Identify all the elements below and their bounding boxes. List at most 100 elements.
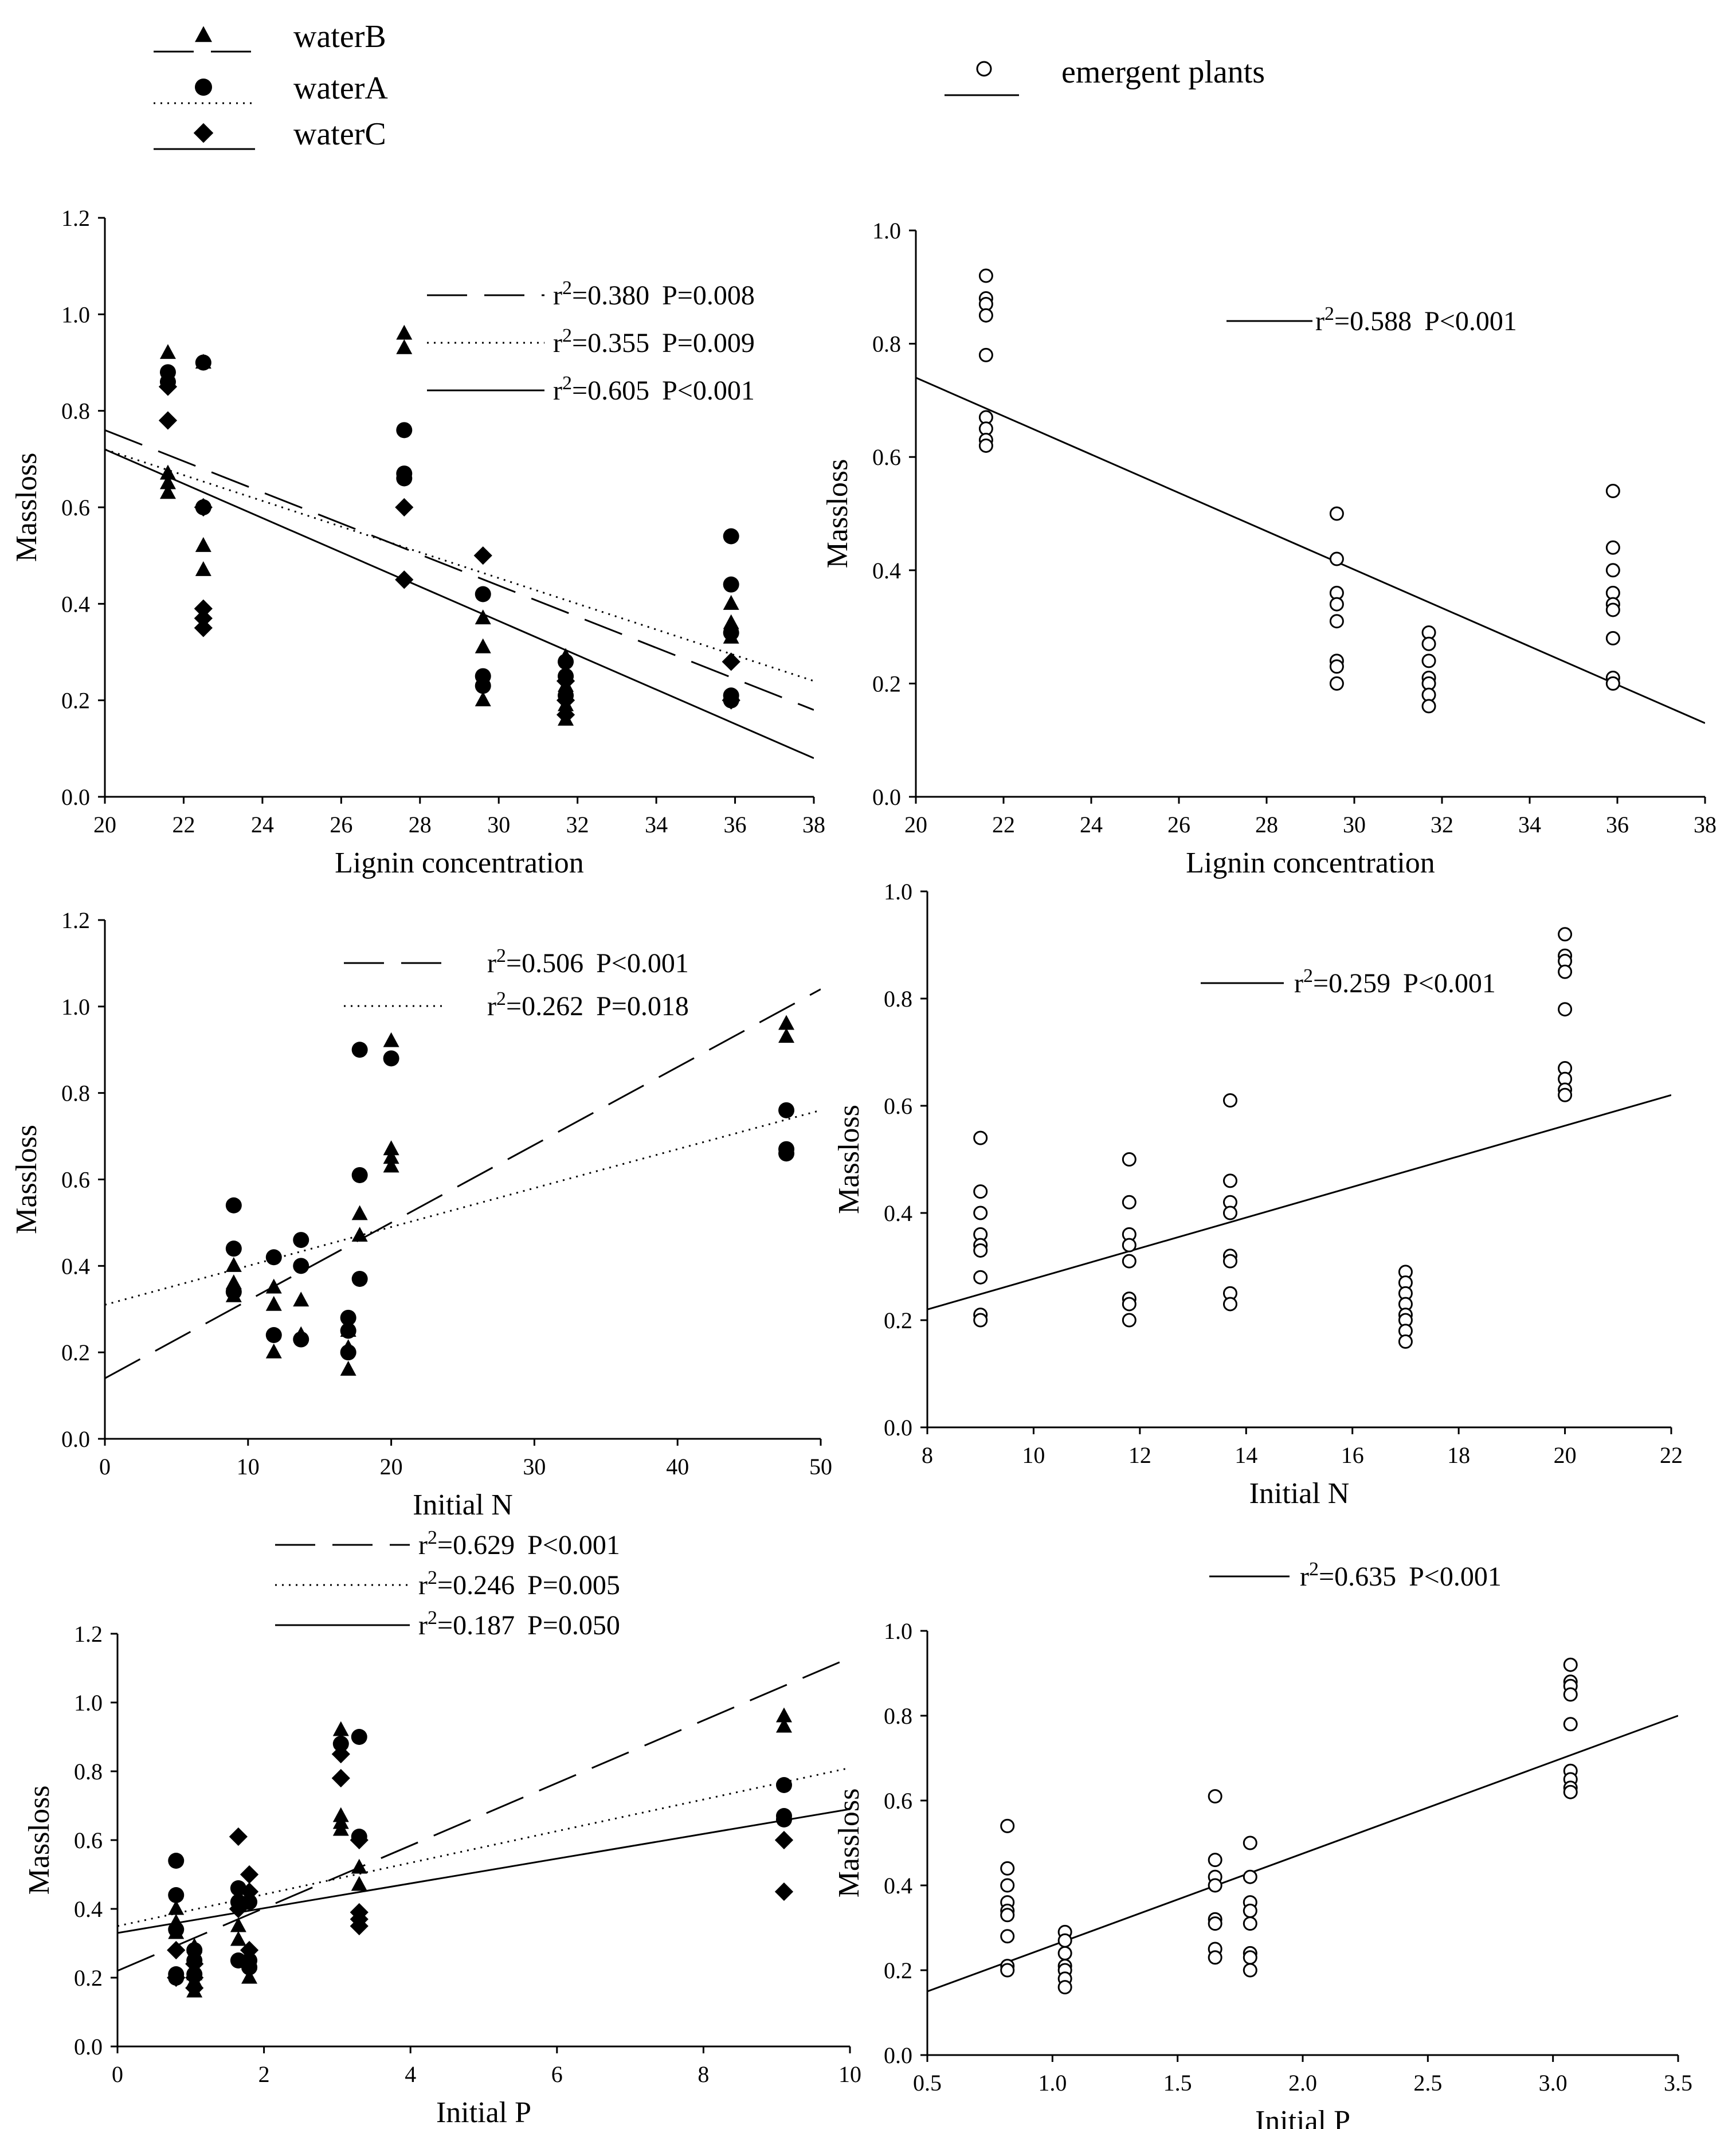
x-axis-label: Lignin concentration <box>335 847 584 879</box>
data-point <box>351 1042 368 1058</box>
y-tick-label: 0.6 <box>61 1167 90 1193</box>
x-tick-label: 2 <box>258 2061 270 2087</box>
data-point <box>774 1882 794 1901</box>
r2-number: 0.629 <box>453 1530 515 1560</box>
data-point <box>265 1296 282 1311</box>
superscript-2: 2 <box>496 988 506 1009</box>
data-point <box>241 1959 258 1975</box>
data-point <box>1122 1297 1137 1312</box>
data-point <box>351 1858 367 1874</box>
r-symbol: r <box>418 1610 428 1641</box>
y-tick-label: 0.2 <box>61 688 90 714</box>
y-axis-label: Massloss <box>821 459 854 569</box>
y-tick-label: 0.8 <box>884 1703 912 1729</box>
x-tick-label: 22 <box>172 812 195 837</box>
data-point <box>395 498 414 517</box>
data-point <box>332 1736 349 1752</box>
data-point <box>351 1876 367 1891</box>
x-tick-label: 8 <box>922 1442 933 1468</box>
data-point <box>1122 1152 1137 1167</box>
regression-line-waterA <box>105 448 814 682</box>
data-point <box>775 1777 792 1793</box>
data-point <box>1243 1903 1257 1918</box>
panel-n-emergent: 8 10 12 14 16 18 20 22 0.0 0.2 0.4 0.6 0.8 1.0 Initial… <box>833 879 1683 1510</box>
data-point <box>230 1931 246 1946</box>
y-tick-label: 1.2 <box>74 1621 103 1647</box>
series-waterA <box>105 354 814 709</box>
data-point <box>778 1015 795 1030</box>
legend-label-waterB: waterB <box>293 19 386 54</box>
legend-label-waterA: waterA <box>293 71 388 106</box>
panel-lignin-water: 20 22 24 26 28 30 32 34 36 380.00.20.40.60.81.01.… <box>10 205 825 879</box>
fit-stat-label: r2=0.588 P<0.001 <box>1315 303 1517 336</box>
x-tick-label: 36 <box>1606 812 1629 837</box>
data-point <box>1558 1002 1573 1017</box>
p-value: P=0.008 <box>662 280 755 311</box>
data-point <box>395 570 414 589</box>
y-tick-label: 0.4 <box>74 1896 103 1922</box>
data-point <box>475 638 491 653</box>
regression-line-waterB <box>117 1657 850 1972</box>
data-point <box>1000 1861 1015 1876</box>
data-point <box>1558 927 1573 942</box>
x-tick-label: 24 <box>251 812 274 837</box>
y-tick-label: 0.6 <box>884 1788 912 1814</box>
superscript-2: 2 <box>1324 303 1334 324</box>
data-point <box>556 691 575 710</box>
x-tick-label: 32 <box>1431 812 1453 837</box>
legend-marker-waterB <box>195 26 212 42</box>
panel-lignin-emergent: 20 22 24 26 28 30 32 34 36 38 0.0 0.2 0.4 0.6 0.8 1.0 Li… <box>821 218 1717 879</box>
data-point <box>1057 1946 1072 1960</box>
x-tick-label: 10 <box>1022 1442 1045 1468</box>
r2-number: 0.380 <box>587 280 649 311</box>
p-value: P=0.005 <box>527 1570 620 1600</box>
data-point <box>1000 1818 1015 1833</box>
data-point <box>1122 1254 1137 1269</box>
r-symbol: r <box>418 1530 428 1560</box>
data-point <box>1122 1313 1137 1328</box>
data-point <box>240 1940 259 1960</box>
data-point <box>973 1243 988 1258</box>
data-point <box>723 614 739 629</box>
y-tick-label: 0.6 <box>872 444 901 470</box>
data-point <box>973 1313 988 1328</box>
r-symbol: r <box>553 328 562 358</box>
data-point <box>978 268 993 283</box>
fit-legend-entry: r2=0.262 P=0.018 <box>344 988 689 1022</box>
x-tick-label: 30 <box>523 1454 546 1480</box>
x-tick-label: 10 <box>838 2061 861 2087</box>
data-point <box>1329 659 1344 674</box>
data-point <box>351 1167 368 1183</box>
data-point <box>1208 1789 1222 1804</box>
fit-stat-label: r2=0.506 P<0.001 <box>487 945 689 979</box>
x-tick-label: 3.0 <box>1539 2070 1568 2096</box>
x-tick-label: 26 <box>330 812 352 837</box>
y-axis-label: Massloss <box>833 1788 865 1898</box>
x-tick-label: 2.0 <box>1288 2070 1317 2096</box>
data-point <box>1605 483 1620 498</box>
y-tick-label: 1.0 <box>74 1690 103 1716</box>
p-value: P<0.001 <box>596 948 689 979</box>
x-tick-label: 16 <box>1341 1442 1364 1468</box>
data-point <box>475 678 491 694</box>
p-value: P=0.009 <box>662 328 755 358</box>
y-tick-label: 0.0 <box>74 2034 103 2060</box>
data-point <box>1243 1836 1257 1850</box>
y-axis-label: Massloss <box>833 1105 865 1214</box>
data-point <box>556 671 575 691</box>
regression-line-emergent-plants <box>927 1715 1678 1993</box>
p-value: P<0.001 <box>1403 968 1496 999</box>
data-point <box>168 1853 185 1869</box>
data-point <box>1122 1195 1137 1210</box>
fit-legend-entry: r2=0.635 P<0.001 <box>1209 1559 1502 1592</box>
series-waterC <box>105 377 814 760</box>
data-point <box>265 1343 282 1359</box>
legend-label-waterC: waterC <box>293 116 386 152</box>
legend-entry-waterB: waterB <box>154 19 386 54</box>
r2-number: 0.635 <box>1334 1561 1396 1592</box>
x-tick-label: 1.0 <box>1038 2070 1067 2096</box>
data-point <box>1222 1173 1237 1188</box>
data-point <box>1329 597 1344 612</box>
data-point <box>332 1721 349 1736</box>
data-point <box>775 1707 792 1723</box>
